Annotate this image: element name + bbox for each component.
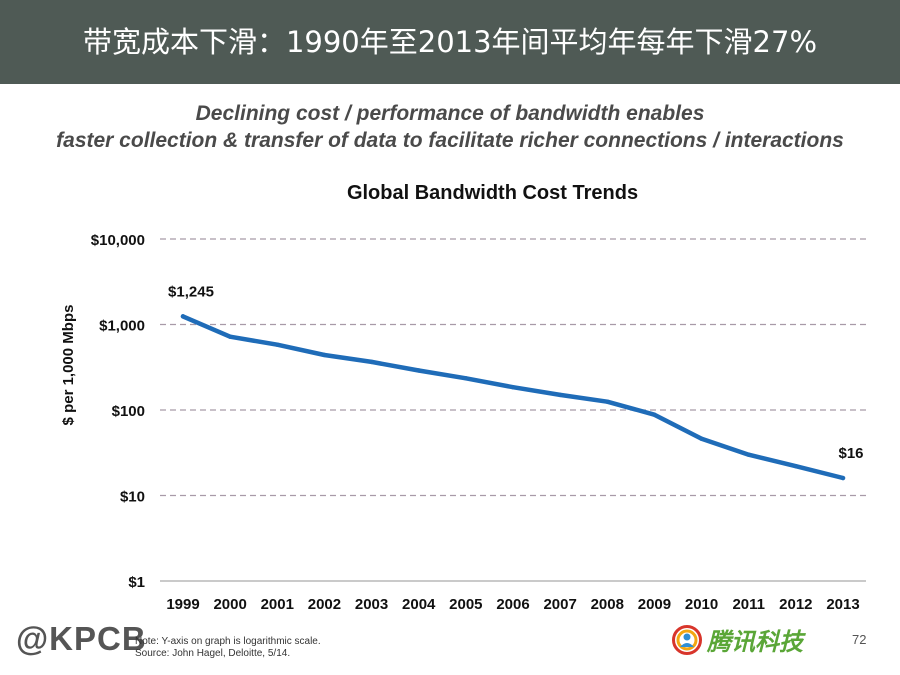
x-tick-label: 2008 — [591, 596, 624, 613]
subtitle-line-2: faster collection & transfer of data to … — [56, 129, 844, 152]
data-point — [180, 314, 186, 319]
x-tick-label: 2009 — [638, 596, 671, 613]
data-point — [840, 475, 846, 481]
x-tick-labels: 1999 2000 2001 2002 2003 2004 2005 2006 2007 2008… — [166, 596, 859, 613]
x-tick-label: 2012 — [779, 596, 812, 613]
data-point — [746, 452, 751, 457]
x-tick-label: 2005 — [449, 596, 482, 613]
data-point — [227, 334, 233, 339]
x-tick-label: 2000 — [213, 596, 246, 613]
x-tick-label: 2006 — [496, 596, 529, 613]
y-tick-label: $10 — [120, 489, 145, 506]
series-layer — [180, 314, 846, 481]
chart-notes: Note: Y-axis on graph is logarithmic sca… — [135, 636, 321, 660]
x-tick-label: 1999 — [166, 596, 199, 613]
tencent-logo-icon — [672, 624, 702, 655]
data-point — [652, 412, 657, 417]
data-point — [322, 352, 327, 358]
x-tick-label: 2007 — [543, 596, 576, 613]
y-tick-label: $100 — [112, 403, 145, 420]
note-text: Note: Y-axis on graph is logarithmic sca… — [135, 636, 321, 647]
slide-subtitle: Declining cost / performance of bandwidt… — [0, 100, 900, 154]
source-text: Source: John Hagel, Deloitte, 5/14. — [135, 648, 291, 659]
subtitle-line-1: Declining cost / performance of bandwidt… — [195, 102, 705, 125]
y-tick-label: $1 — [128, 574, 145, 591]
x-tick-label: 2004 — [402, 596, 436, 613]
data-point — [605, 399, 610, 404]
x-tick-label: 2002 — [308, 596, 341, 613]
chart-title: Global Bandwidth Cost Trends — [346, 182, 639, 204]
tencent-tech-logo: 腾讯科技 — [672, 622, 803, 657]
data-label: $1,245 — [168, 283, 214, 300]
x-tick-label: 2010 — [685, 596, 718, 613]
y-tick-label: $10,000 — [91, 232, 145, 249]
title-banner — [0, 0, 900, 84]
data-point — [463, 376, 469, 381]
y-axis-label: $ per 1,000 Mbps — [60, 305, 77, 426]
tencent-tech-text: 腾讯科技 — [707, 628, 803, 656]
x-tick-label: 2013 — [826, 596, 859, 613]
y-tick-label: $1,000 — [99, 318, 145, 335]
data-point — [369, 359, 374, 365]
x-tick-label: 2003 — [355, 596, 388, 613]
data-point — [416, 368, 421, 373]
x-tick-label: 2011 — [732, 596, 765, 613]
data-point — [275, 342, 280, 347]
kpcb-logo: @KPCB — [16, 620, 147, 657]
series-line — [180, 314, 846, 481]
y-tick-labels: $1 $10 $100 $1,000 $10,000 — [91, 232, 145, 591]
data-point — [510, 384, 516, 390]
page-number: 72 — [852, 632, 867, 647]
data-label: $16 — [838, 445, 863, 462]
data-point — [699, 436, 704, 442]
data-point — [793, 464, 799, 469]
slide-title: 带宽成本下滑：1990年至2013年间平均年每年下滑27% — [82, 25, 818, 59]
gridlines — [160, 238, 866, 582]
data-point — [557, 392, 563, 398]
x-tick-label: 2001 — [261, 596, 294, 613]
annotations: $1,245 $16 — [168, 283, 863, 462]
